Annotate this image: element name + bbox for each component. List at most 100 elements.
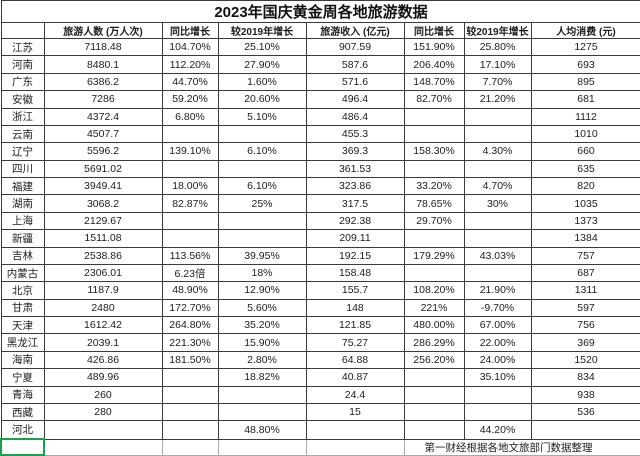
value-cell[interactable]: 113.56% <box>161 246 219 265</box>
column-header-vs2019-visitors[interactable]: 较2019年增长 <box>217 22 307 39</box>
value-cell[interactable] <box>463 229 532 248</box>
value-cell[interactable]: 317.5 <box>305 194 405 213</box>
value-cell[interactable]: 895 <box>530 72 640 92</box>
value-cell[interactable]: 820 <box>530 176 640 196</box>
column-header-vs2019-revenue[interactable]: 较2019年增长 <box>463 22 532 39</box>
value-cell[interactable]: 5596.2 <box>43 142 163 161</box>
value-cell[interactable]: 1035 <box>530 194 640 213</box>
value-cell[interactable]: 1520 <box>530 350 640 370</box>
value-cell[interactable]: 30% <box>463 194 532 213</box>
value-cell[interactable] <box>403 420 465 440</box>
value-cell[interactable]: 7118.48 <box>43 37 163 57</box>
value-cell[interactable]: 496.4 <box>305 90 405 109</box>
value-cell[interactable]: 6.10% <box>217 176 307 196</box>
value-cell[interactable]: 635 <box>530 159 640 179</box>
province-cell[interactable]: 青海 <box>0 385 45 404</box>
value-cell[interactable]: 292.38 <box>305 211 405 231</box>
province-cell[interactable]: 天津 <box>0 315 45 335</box>
value-cell[interactable]: 1275 <box>530 37 640 57</box>
value-cell[interactable]: 4372.4 <box>43 107 163 126</box>
value-cell[interactable]: 22.00% <box>463 333 532 352</box>
value-cell[interactable] <box>217 124 307 144</box>
value-cell[interactable]: 2039.1 <box>43 333 163 352</box>
value-cell[interactable] <box>161 402 219 422</box>
province-cell[interactable]: 吉林 <box>0 246 45 265</box>
value-cell[interactable]: 256.20% <box>403 350 465 370</box>
value-cell[interactable] <box>161 211 219 231</box>
value-cell[interactable]: 27.90% <box>217 55 307 74</box>
value-cell[interactable]: 1384 <box>530 229 640 248</box>
value-cell[interactable] <box>463 402 532 422</box>
value-cell[interactable]: 8480.1 <box>43 55 163 74</box>
value-cell[interactable]: 206.40% <box>403 55 465 74</box>
value-cell[interactable]: 660 <box>530 142 640 161</box>
province-cell[interactable]: 西藏 <box>0 402 45 422</box>
value-cell[interactable]: 24.00% <box>463 350 532 370</box>
value-cell[interactable] <box>217 402 307 422</box>
value-cell[interactable] <box>161 229 219 248</box>
value-cell[interactable]: 25.80% <box>463 37 532 57</box>
province-cell[interactable]: 北京 <box>0 281 45 300</box>
value-cell[interactable]: 6.23倍 <box>161 263 219 283</box>
value-cell[interactable]: 455.3 <box>305 124 405 144</box>
value-cell[interactable]: 1311 <box>530 281 640 300</box>
value-cell[interactable]: 480.00% <box>403 315 465 335</box>
value-cell[interactable]: 756 <box>530 315 640 335</box>
value-cell[interactable] <box>161 159 219 179</box>
value-cell[interactable] <box>530 420 640 440</box>
value-cell[interactable]: 48.80% <box>217 420 307 440</box>
empty-cell[interactable] <box>217 438 307 456</box>
province-cell[interactable]: 四川 <box>0 159 45 179</box>
value-cell[interactable]: 264.80% <box>161 315 219 335</box>
value-cell[interactable]: 907.59 <box>305 37 405 57</box>
province-cell[interactable]: 宁夏 <box>0 368 45 387</box>
value-cell[interactable]: 681 <box>530 90 640 109</box>
value-cell[interactable]: 938 <box>530 385 640 404</box>
province-cell[interactable]: 内蒙古 <box>0 263 45 283</box>
value-cell[interactable]: 1373 <box>530 211 640 231</box>
value-cell[interactable] <box>217 159 307 179</box>
value-cell[interactable]: 121.85 <box>305 315 405 335</box>
province-cell[interactable]: 云南 <box>0 124 45 144</box>
value-cell[interactable]: 40.87 <box>305 368 405 387</box>
value-cell[interactable]: 260 <box>43 385 163 404</box>
value-cell[interactable] <box>403 107 465 126</box>
value-cell[interactable]: 18% <box>217 263 307 283</box>
province-cell[interactable]: 湖南 <box>0 194 45 213</box>
value-cell[interactable]: 181.50% <box>161 350 219 370</box>
value-cell[interactable]: 59.20% <box>161 90 219 109</box>
province-cell[interactable]: 辽宁 <box>0 142 45 161</box>
value-cell[interactable]: 2480 <box>43 298 163 318</box>
value-cell[interactable]: 2306.01 <box>43 263 163 283</box>
empty-cell[interactable] <box>43 438 163 456</box>
value-cell[interactable]: 75.27 <box>305 333 405 352</box>
value-cell[interactable]: 67.00% <box>463 315 532 335</box>
value-cell[interactable] <box>217 385 307 404</box>
province-cell[interactable]: 安徽 <box>0 90 45 109</box>
value-cell[interactable] <box>463 385 532 404</box>
value-cell[interactable] <box>43 420 163 440</box>
value-cell[interactable]: 1.60% <box>217 72 307 92</box>
province-cell[interactable]: 河南 <box>0 55 45 74</box>
value-cell[interactable] <box>403 229 465 248</box>
province-cell[interactable]: 江苏 <box>0 37 45 57</box>
value-cell[interactable]: 155.7 <box>305 281 405 300</box>
value-cell[interactable]: 834 <box>530 368 640 387</box>
value-cell[interactable]: 18.82% <box>217 368 307 387</box>
value-cell[interactable]: 25.10% <box>217 37 307 57</box>
province-cell[interactable]: 甘肃 <box>0 298 45 318</box>
value-cell[interactable]: 3068.2 <box>43 194 163 213</box>
province-cell[interactable]: 黑龙江 <box>0 333 45 352</box>
column-header-visitors[interactable]: 旅游人数 (万人次) <box>43 22 163 39</box>
value-cell[interactable]: 571.6 <box>305 72 405 92</box>
value-cell[interactable]: 489.96 <box>43 368 163 387</box>
value-cell[interactable]: 82.70% <box>403 90 465 109</box>
value-cell[interactable]: 17.10% <box>463 55 532 74</box>
value-cell[interactable]: 1187.9 <box>43 281 163 300</box>
column-header-province[interactable] <box>0 22 45 39</box>
value-cell[interactable]: 5691.02 <box>43 159 163 179</box>
value-cell[interactable] <box>403 159 465 179</box>
value-cell[interactable] <box>305 420 405 440</box>
province-cell[interactable]: 河北 <box>0 420 45 440</box>
value-cell[interactable] <box>463 263 532 283</box>
